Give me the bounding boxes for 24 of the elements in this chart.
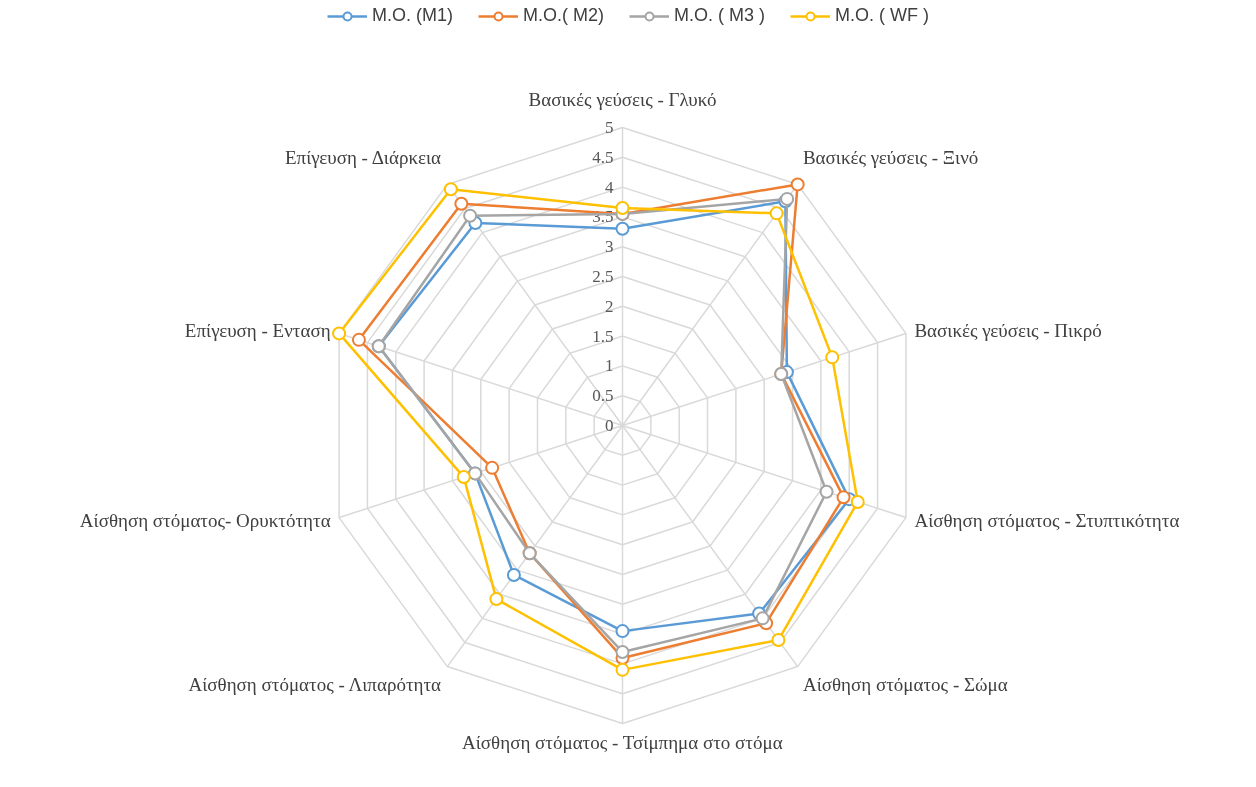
y-tick-label: 4	[605, 177, 615, 197]
legend-label: M.O.( M2)	[523, 5, 605, 26]
legend-label: M.O. ( M3 )	[674, 5, 766, 26]
spoke-label: Αίσθηση στόματος - Τσίμπημα στο στόμα	[462, 732, 783, 754]
y-tick-label: 0.5	[592, 386, 614, 406]
y-tick-label: 1.5	[592, 326, 614, 346]
spoke-label: Αίσθηση στόματος - Λιπαρότητα	[188, 673, 442, 695]
y-tick-label: 2.5	[592, 267, 614, 286]
spoke-label: Επίγευση - Διάρκεια	[284, 147, 442, 169]
y-tick-label: 4.5	[592, 147, 614, 167]
legend-label: M.O. (M1)	[372, 5, 454, 26]
spoke-label: Βασικές γεύσεις - Ξινό	[802, 147, 979, 169]
y-tick-label: 5	[605, 118, 614, 137]
spoke-label: Επίγευση - Ενταση	[184, 320, 331, 342]
spoke-label: Βασικές γεύσεις - Πικρό	[914, 320, 1102, 342]
spoke-label: Βασικές γεύσεις - Γλυκό	[528, 88, 717, 110]
legend-label: M.O. ( WF )	[835, 5, 929, 26]
y-tick-label: 2	[605, 296, 614, 316]
y-tick-label: 1	[605, 356, 614, 376]
spoke-label: Αίσθηση στόματος- Ορυκτότητα	[79, 509, 331, 531]
spoke-label: Αίσθηση στόματος - Σώμα	[802, 673, 1008, 695]
spoke-label: Αίσθηση στόματος - Στυπτικότητα	[914, 509, 1180, 531]
y-tick-label: 0	[605, 416, 614, 435]
y-tick-label: 3	[605, 237, 614, 257]
